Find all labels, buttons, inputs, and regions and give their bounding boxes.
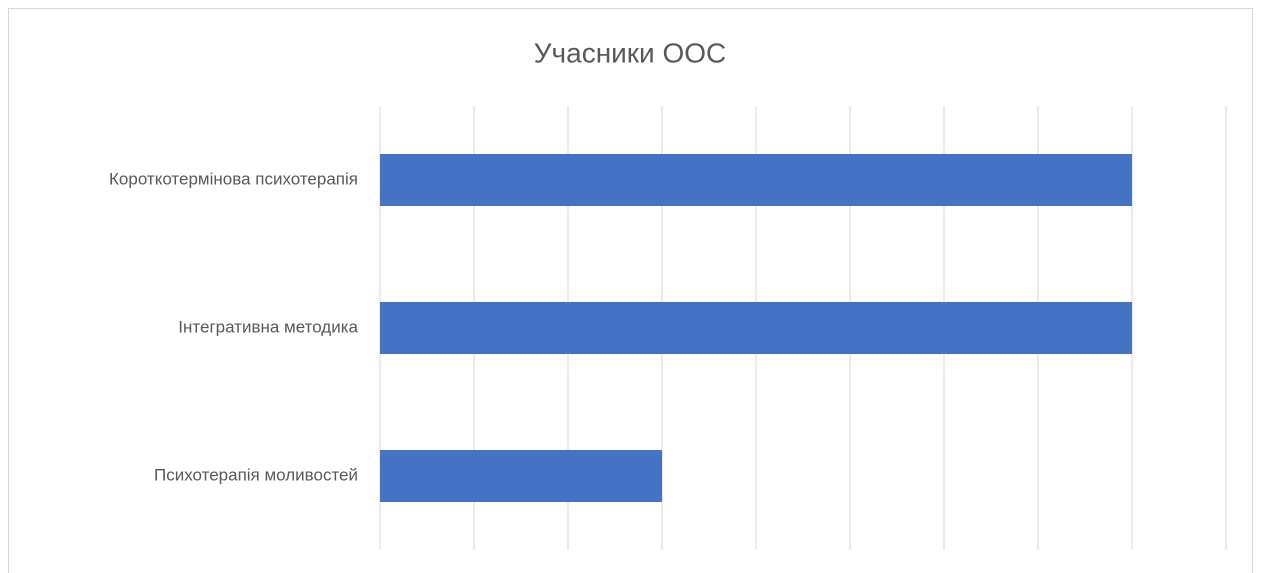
chart-title: Учасники ООС xyxy=(534,37,727,68)
bar xyxy=(380,154,1132,206)
y-tick-label: Інтегративна методика xyxy=(178,317,358,336)
y-tick-label: Психотерапія моливостей xyxy=(154,465,358,484)
bar xyxy=(380,302,1132,354)
bar xyxy=(380,450,662,502)
y-tick-label: Короткотермінова психотерапія xyxy=(109,169,358,188)
